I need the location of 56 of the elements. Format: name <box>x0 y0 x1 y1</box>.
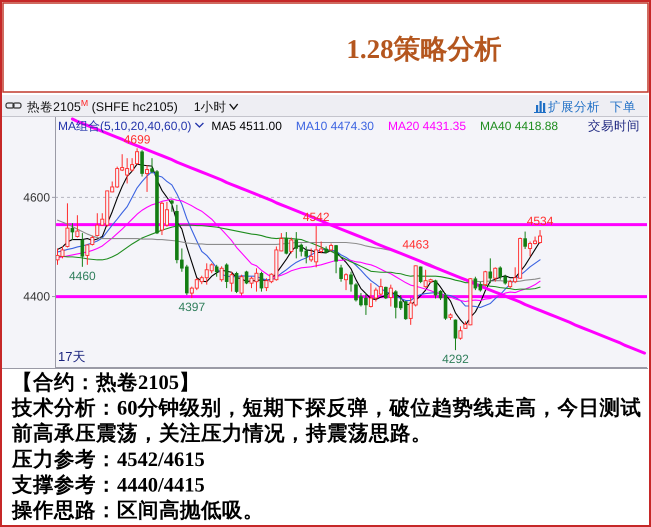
candlestick <box>384 286 388 300</box>
candlestick <box>230 271 234 292</box>
candlestick <box>140 150 144 178</box>
candlestick <box>344 272 348 291</box>
annotation: 4292 <box>442 352 470 366</box>
candlestick <box>493 266 498 282</box>
candlestick <box>349 271 353 292</box>
text: 【合约：热卷2105】 <box>12 371 200 394</box>
annotation: 4699 <box>124 132 151 146</box>
candlestick <box>523 231 527 250</box>
candlestick <box>240 274 244 296</box>
candlestick <box>458 326 462 340</box>
text: 技术分析：60分钟级别，短期下探反弹，破位趋势线走高，今日测试前高承压震荡，关注压力情况，持震荡思路。 <box>11 396 642 446</box>
candlestick <box>75 214 80 238</box>
annotation: 4397 <box>178 300 206 314</box>
chart-subtitle: 热卷2105$^{M}$ (SHFE hc2105) <box>27 98 178 114</box>
y-tick-label: 4600 <box>23 190 50 204</box>
candlestick <box>234 271 238 294</box>
chart-title: 1.28策略分析 <box>346 34 502 64</box>
candlestick <box>260 271 264 292</box>
text: MA20 4431.35 <box>388 119 466 133</box>
annotation: 17天 <box>58 349 86 364</box>
text: 支撑参考：4440/4415 <box>11 472 205 496</box>
text: 压力参考：4542/4615 <box>11 446 205 471</box>
candlestick <box>488 258 492 284</box>
candlestick <box>145 164 150 192</box>
candlestick <box>454 318 458 351</box>
candlestick <box>170 199 174 212</box>
text: 1小时 <box>194 100 227 114</box>
candlestick <box>80 232 84 268</box>
annotation: 交易时间 <box>588 118 640 133</box>
text: 操作思路：区间高抛低吸。 <box>11 498 264 522</box>
y-tick-label: 4400 <box>23 290 50 304</box>
annotation: 4460 <box>69 268 96 283</box>
candlestick <box>334 244 338 274</box>
candlestick <box>60 246 64 259</box>
candlestick <box>224 262 228 289</box>
candlestick <box>339 264 343 282</box>
line-series <box>56 224 541 290</box>
candlestick <box>214 264 218 278</box>
candlestick <box>289 237 294 254</box>
candlestick <box>220 266 224 282</box>
candlestick <box>65 202 70 248</box>
text: MA5 4511.00 <box>211 119 282 133</box>
annotation: 4463 <box>402 237 430 252</box>
candlestick <box>284 232 288 255</box>
text: 下单 <box>610 100 636 114</box>
candlestick <box>418 266 422 284</box>
candlestick <box>70 222 74 241</box>
text: 扩展分析 <box>548 100 600 114</box>
text: MA10 4474.30 <box>296 119 374 133</box>
candlestick <box>483 270 488 288</box>
candlestick <box>388 284 393 307</box>
candlestick <box>135 148 140 166</box>
text: MA40 4418.88 <box>480 119 558 133</box>
candlestick <box>244 270 248 285</box>
